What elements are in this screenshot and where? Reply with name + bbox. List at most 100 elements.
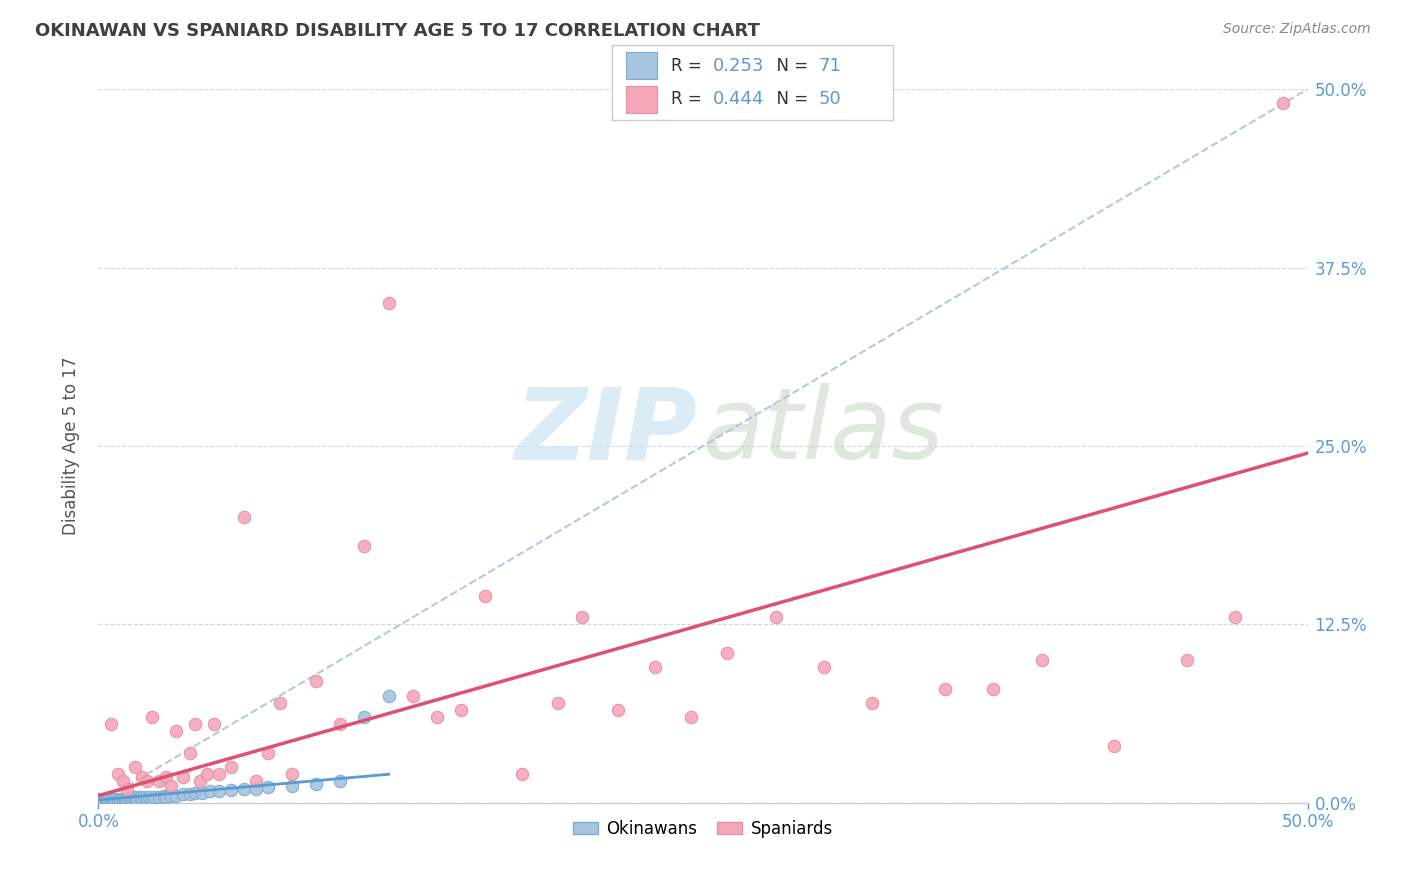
Point (329, 774, 352, 789)
Point (87, 791, 110, 805)
Point (165, 789, 187, 803)
Point (305, 674, 328, 689)
Point (607, 703, 630, 717)
Point (281, 767, 304, 781)
Point (135, 774, 157, 789)
Point (221, 783, 243, 797)
Point (143, 790, 166, 805)
Point (208, 784, 231, 798)
Point (97, 793, 120, 807)
Point (208, 767, 231, 781)
Point (195, 767, 218, 781)
Point (121, 793, 143, 807)
Point (138, 790, 160, 805)
Point (114, 793, 136, 807)
Point (305, 777, 328, 791)
Point (124, 791, 146, 805)
Point (134, 790, 156, 805)
Point (281, 779, 304, 793)
Point (108, 791, 131, 805)
Point (813, 660, 835, 674)
Point (101, 793, 124, 807)
Point (111, 791, 134, 805)
Point (426, 710, 449, 724)
Point (91, 794, 114, 808)
Text: Source: ZipAtlas.com: Source: ZipAtlas.com (1223, 22, 1371, 37)
Point (353, 710, 375, 724)
Y-axis label: Disability Age 5 to 17: Disability Age 5 to 17 (62, 357, 80, 535)
Point (101, 794, 124, 808)
Text: 71: 71 (818, 57, 841, 75)
Point (100, 791, 122, 805)
Point (450, 703, 472, 717)
Point (87, 793, 110, 807)
Point (402, 689, 425, 703)
Point (118, 791, 141, 805)
Point (117, 793, 139, 807)
Point (160, 779, 183, 793)
Point (87, 794, 110, 808)
Point (184, 717, 207, 731)
Point (716, 646, 738, 660)
Point (87, 796, 110, 810)
Point (114, 791, 136, 805)
Point (118, 793, 141, 807)
Point (329, 717, 352, 731)
Point (107, 767, 129, 781)
Point (121, 790, 143, 805)
Point (245, 781, 267, 796)
Point (765, 610, 787, 624)
Point (679, 710, 702, 724)
Point (100, 717, 122, 731)
Legend: Okinawans, Spaniards: Okinawans, Spaniards (567, 814, 839, 845)
Point (104, 791, 127, 805)
Point (104, 793, 127, 807)
Point (256, 746, 278, 760)
Point (97, 794, 120, 808)
Point (232, 510, 254, 524)
Text: 0.253: 0.253 (713, 57, 765, 75)
Point (256, 780, 278, 794)
Point (191, 786, 214, 800)
Point (90, 791, 112, 805)
Point (1031, 653, 1053, 667)
Text: R =: R = (671, 90, 707, 108)
Point (141, 710, 163, 724)
Point (135, 791, 157, 805)
Point (91, 793, 114, 807)
Point (97, 791, 120, 805)
Point (188, 774, 211, 789)
Text: N =: N = (766, 57, 814, 75)
Point (221, 760, 243, 774)
Point (127, 791, 149, 805)
Point (160, 789, 183, 803)
Point (179, 787, 201, 801)
Point (128, 790, 150, 805)
Point (571, 610, 593, 624)
Point (117, 781, 139, 796)
Point (1175, 653, 1198, 667)
Point (111, 794, 134, 808)
Point (107, 794, 129, 808)
Point (107, 793, 129, 807)
Point (353, 539, 375, 553)
Point (124, 760, 146, 774)
Point (148, 774, 170, 789)
Point (981, 681, 1004, 696)
Point (204, 717, 226, 731)
Point (1272, 96, 1295, 111)
Point (124, 790, 146, 805)
Point (934, 681, 956, 696)
Point (510, 767, 533, 781)
Point (131, 770, 153, 784)
Point (644, 660, 666, 674)
Point (184, 786, 207, 800)
Point (148, 790, 170, 805)
Point (377, 689, 399, 703)
Point (269, 696, 291, 710)
Point (860, 696, 883, 710)
Point (117, 791, 139, 805)
Point (141, 791, 163, 805)
Point (245, 774, 267, 789)
Point (165, 724, 187, 739)
